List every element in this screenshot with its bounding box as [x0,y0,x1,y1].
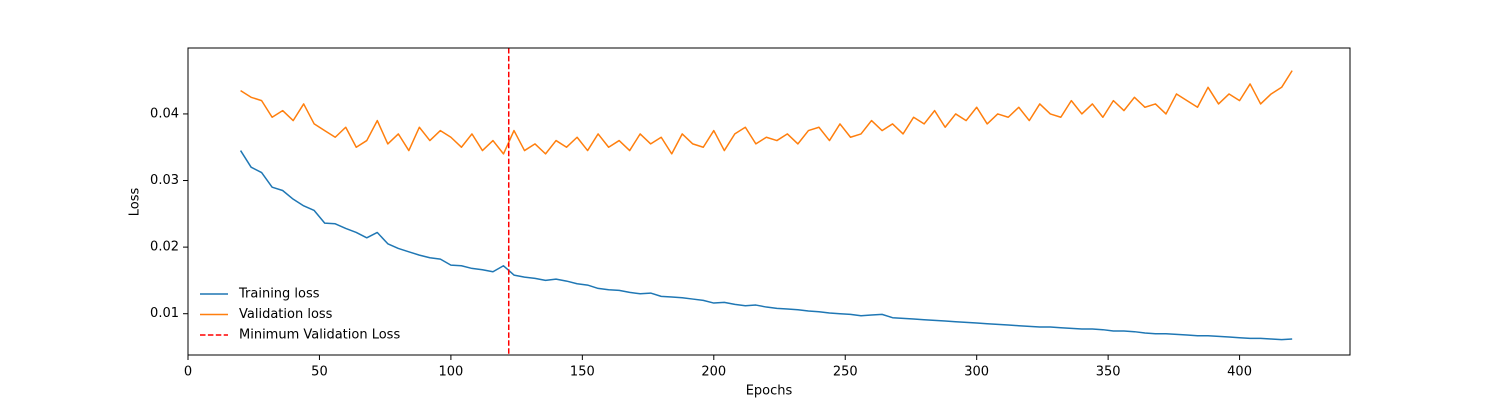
x-tick-label: 0 [184,365,192,380]
x-tick-label: 100 [438,365,463,380]
x-tick-label: 300 [964,365,989,380]
x-tick-label: 350 [1096,365,1121,380]
x-tick-label: 50 [311,365,328,380]
y-axis-label: Loss [128,188,143,217]
x-tick-label: 150 [570,365,595,380]
series-line [239,150,1293,341]
y-tick-label: 0.04 [150,106,179,121]
legend-label: Validation loss [239,307,333,322]
x-axis-label: Epochs [746,384,793,399]
x-tick-label: 200 [701,365,726,380]
y-tick-label: 0.02 [150,240,179,255]
x-tick-label: 250 [833,365,858,380]
x-tick-label: 400 [1227,365,1252,380]
legend-label: Minimum Validation Loss [239,328,400,343]
y-tick-label: 0.03 [150,173,179,188]
legend-label: Training loss [238,287,320,302]
series-line [240,70,1293,155]
y-tick-label: 0.01 [150,306,179,321]
plot-frame [187,47,1351,356]
